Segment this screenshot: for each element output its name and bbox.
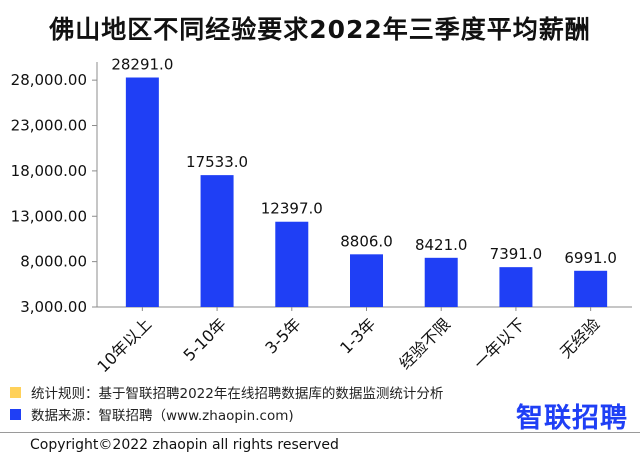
bar (424, 257, 458, 307)
chart-title: 佛山地区不同经验要求2022年三季度平均薪酬 (49, 15, 591, 44)
x-tick-label: 10年以上 (93, 314, 155, 376)
stat-rule-note: 统计规则：基于智联招聘2022年在线招聘数据库的数据监测统计分析 (10, 383, 444, 402)
x-tick-label: 无经验 (556, 314, 603, 361)
y-tick-label: 13,000.00 (11, 207, 87, 225)
bar (200, 175, 234, 307)
bar (125, 77, 159, 307)
bar-value-label: 28291.0 (111, 56, 173, 74)
x-tick-label: 5-10年 (179, 314, 229, 364)
y-tick-label: 23,000.00 (11, 117, 87, 135)
footer-divider (0, 432, 640, 433)
bar-value-label: 8421.0 (415, 236, 468, 254)
x-tick-label: 3-5年 (261, 314, 304, 357)
bar-chart: 3,000.00 8,000.00 13,000.00 18,000.00 23,000… (11, 56, 632, 376)
bar-value-label: 8806.0 (340, 232, 393, 250)
zhaopin-logo: 智联招聘 (516, 403, 628, 434)
bar (574, 270, 608, 307)
bar-value-label: 7391.0 (490, 245, 543, 263)
bar (275, 221, 309, 307)
x-tick-label: 经验不限 (395, 314, 454, 373)
data-source-swatch-icon (10, 408, 21, 420)
bar-value-label: 6991.0 (564, 249, 617, 267)
data-source-note: 数据来源：智联招聘（www.zhaopin.com) (10, 405, 294, 424)
bar-value-label: 12397.0 (261, 200, 323, 218)
bar (350, 254, 383, 307)
data-source-text: 数据来源：智联招聘（www.zhaopin.com) (31, 408, 294, 424)
y-tick-label: 3,000.00 (20, 298, 87, 316)
stat-rule-swatch-icon (10, 386, 21, 398)
y-tick-label: 28,000.00 (11, 71, 87, 89)
x-tick-label: 1-3年 (336, 314, 379, 357)
stat-rule-text: 统计规则：基于智联招聘2022年在线招聘数据库的数据监测统计分析 (31, 386, 444, 402)
bar-value-label: 17533.0 (186, 153, 248, 171)
y-tick-label: 8,000.00 (20, 253, 87, 271)
y-tick-label: 18,000.00 (11, 162, 87, 180)
bar (499, 267, 533, 307)
x-tick-label: 一年以下 (470, 314, 529, 373)
copyright-text: Copyright©2022 zhaopin all rights reserv… (30, 437, 339, 453)
